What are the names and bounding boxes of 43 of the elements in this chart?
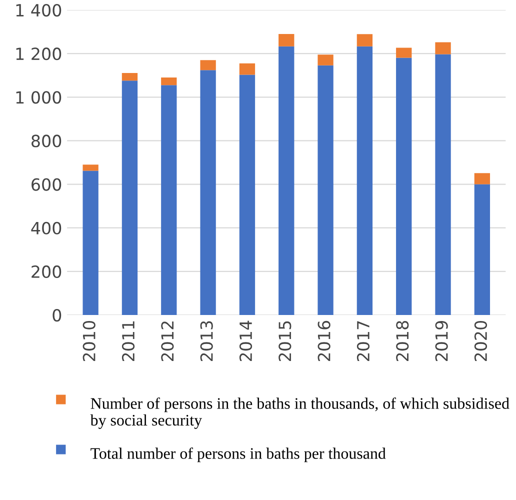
bar <box>474 184 490 315</box>
bar <box>356 46 373 315</box>
y-tick-label: 1 200 <box>16 48 62 60</box>
x-tick-label: 2016 <box>318 320 330 362</box>
bar <box>474 173 490 184</box>
x-tick-label: 2017 <box>356 321 370 362</box>
legend-label: Number of persons in the baths in thousands, of which subsidised by social security <box>90 398 510 429</box>
x-tick-label: 2013 <box>200 321 213 362</box>
bar <box>200 70 216 315</box>
bar <box>278 34 294 46</box>
bar <box>122 72 138 81</box>
bar <box>318 54 334 66</box>
bar <box>161 78 177 86</box>
x-tick-label: 2012 <box>161 322 174 362</box>
x-tick-label: 2020 <box>474 320 488 362</box>
y-tick-label: 1 000 <box>16 91 62 104</box>
bar <box>122 80 138 315</box>
bar <box>435 42 451 54</box>
x-tick-label: 2019 <box>435 321 448 362</box>
bar <box>396 48 412 58</box>
x-tick-label: 2011 <box>122 321 135 362</box>
x-tick-label: 2015 <box>278 321 292 362</box>
legend-label: Total number of persons in baths per thousand <box>90 448 386 462</box>
y-tick-label: 1 400 <box>16 4 62 17</box>
bar <box>356 34 373 46</box>
bar <box>82 164 98 171</box>
bar <box>239 63 256 75</box>
bar <box>278 46 294 315</box>
x-tick-label: 2014 <box>239 320 252 362</box>
bar <box>82 170 98 315</box>
bar <box>161 85 177 315</box>
y-tick-label: 400 <box>31 222 62 234</box>
x-tick-label: 2010 <box>82 320 96 362</box>
bar <box>435 54 451 315</box>
bar <box>318 65 334 315</box>
bar <box>239 74 256 315</box>
y-tick-label: 0 <box>52 308 62 322</box>
y-tick-label: 200 <box>32 265 62 278</box>
x-tick-label: 2018 <box>396 321 409 362</box>
y-tick-label: 800 <box>32 134 62 148</box>
bar <box>200 60 216 70</box>
y-tick-label: 600 <box>32 178 62 191</box>
bar <box>396 58 412 315</box>
